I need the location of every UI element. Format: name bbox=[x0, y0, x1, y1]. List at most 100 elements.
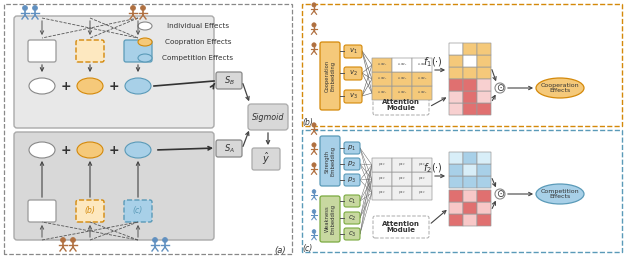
Ellipse shape bbox=[312, 209, 316, 213]
Text: $p_2$: $p_2$ bbox=[348, 159, 357, 168]
Ellipse shape bbox=[60, 238, 66, 243]
FancyBboxPatch shape bbox=[463, 103, 477, 115]
Text: (b): (b) bbox=[84, 206, 95, 215]
Ellipse shape bbox=[138, 54, 152, 62]
FancyBboxPatch shape bbox=[372, 58, 392, 72]
Ellipse shape bbox=[536, 184, 584, 204]
Ellipse shape bbox=[23, 5, 28, 11]
FancyBboxPatch shape bbox=[412, 172, 432, 186]
FancyBboxPatch shape bbox=[449, 103, 463, 115]
FancyBboxPatch shape bbox=[320, 42, 340, 110]
FancyBboxPatch shape bbox=[477, 190, 491, 202]
Text: Strength
Embedding: Strength Embedding bbox=[324, 146, 335, 176]
Text: $v_1$: $v_1$ bbox=[348, 46, 357, 56]
Text: (c): (c) bbox=[133, 206, 143, 215]
FancyBboxPatch shape bbox=[477, 103, 491, 115]
Ellipse shape bbox=[140, 5, 146, 11]
Text: $f_1(\cdot)$: $f_1(\cdot)$ bbox=[423, 55, 443, 69]
Text: $p⊙c$: $p⊙c$ bbox=[418, 189, 426, 197]
FancyBboxPatch shape bbox=[373, 95, 429, 115]
Ellipse shape bbox=[152, 238, 158, 243]
Text: +: + bbox=[60, 79, 71, 93]
FancyBboxPatch shape bbox=[216, 72, 242, 89]
FancyBboxPatch shape bbox=[392, 72, 412, 86]
Text: $v_2⊙v_2$: $v_2⊙v_2$ bbox=[397, 76, 408, 82]
FancyBboxPatch shape bbox=[124, 40, 152, 62]
Text: $\hat{y}$: $\hat{y}$ bbox=[262, 151, 270, 167]
FancyBboxPatch shape bbox=[392, 58, 412, 72]
FancyBboxPatch shape bbox=[477, 67, 491, 79]
FancyBboxPatch shape bbox=[477, 43, 491, 55]
Text: ⊙: ⊙ bbox=[496, 189, 504, 199]
FancyBboxPatch shape bbox=[412, 86, 432, 100]
FancyBboxPatch shape bbox=[14, 16, 214, 128]
FancyBboxPatch shape bbox=[392, 158, 412, 172]
FancyBboxPatch shape bbox=[28, 40, 56, 62]
Text: Competition Effects: Competition Effects bbox=[163, 55, 234, 61]
Ellipse shape bbox=[71, 238, 76, 243]
Ellipse shape bbox=[312, 143, 316, 147]
FancyBboxPatch shape bbox=[372, 72, 392, 86]
FancyBboxPatch shape bbox=[344, 142, 360, 154]
Ellipse shape bbox=[29, 142, 55, 158]
FancyBboxPatch shape bbox=[392, 186, 412, 200]
Ellipse shape bbox=[163, 238, 168, 243]
FancyBboxPatch shape bbox=[372, 186, 392, 200]
FancyBboxPatch shape bbox=[14, 132, 214, 240]
FancyBboxPatch shape bbox=[477, 91, 491, 103]
FancyBboxPatch shape bbox=[477, 164, 491, 176]
Ellipse shape bbox=[312, 190, 316, 194]
FancyBboxPatch shape bbox=[449, 164, 463, 176]
FancyBboxPatch shape bbox=[477, 152, 491, 164]
FancyBboxPatch shape bbox=[449, 79, 463, 91]
FancyBboxPatch shape bbox=[372, 158, 392, 172]
Text: $v_2$: $v_2$ bbox=[348, 68, 357, 78]
Text: $p⊙c$: $p⊙c$ bbox=[378, 175, 386, 182]
Text: $f_2(\cdot)$: $f_2(\cdot)$ bbox=[423, 161, 443, 175]
FancyBboxPatch shape bbox=[344, 174, 360, 186]
Text: Cooperation
Effects: Cooperation Effects bbox=[541, 83, 580, 93]
FancyBboxPatch shape bbox=[477, 55, 491, 67]
FancyBboxPatch shape bbox=[449, 190, 463, 202]
FancyBboxPatch shape bbox=[373, 216, 429, 238]
Text: $v_3$: $v_3$ bbox=[348, 91, 357, 101]
Ellipse shape bbox=[138, 38, 152, 46]
FancyBboxPatch shape bbox=[463, 190, 477, 202]
Text: $p⊙c$: $p⊙c$ bbox=[378, 189, 386, 197]
Text: Attention
Module: Attention Module bbox=[382, 99, 420, 111]
Text: $p⊙c$: $p⊙c$ bbox=[378, 162, 386, 168]
Text: $v_1⊙v_2$: $v_1⊙v_2$ bbox=[397, 90, 408, 96]
FancyBboxPatch shape bbox=[344, 45, 362, 58]
FancyBboxPatch shape bbox=[412, 158, 432, 172]
Text: (a): (a) bbox=[274, 246, 286, 254]
FancyBboxPatch shape bbox=[449, 91, 463, 103]
FancyBboxPatch shape bbox=[477, 202, 491, 214]
Ellipse shape bbox=[536, 78, 584, 98]
FancyBboxPatch shape bbox=[216, 140, 242, 157]
Text: $S_A$: $S_A$ bbox=[224, 143, 234, 155]
FancyBboxPatch shape bbox=[344, 67, 362, 80]
Text: Individual Effects: Individual Effects bbox=[167, 23, 229, 29]
FancyBboxPatch shape bbox=[344, 195, 360, 207]
Text: +: + bbox=[109, 143, 119, 157]
Text: $p⊙c$: $p⊙c$ bbox=[398, 175, 406, 182]
Text: $v_3⊙v_2$: $v_3⊙v_2$ bbox=[397, 62, 408, 68]
FancyBboxPatch shape bbox=[344, 212, 360, 224]
FancyBboxPatch shape bbox=[392, 172, 412, 186]
Text: (b): (b) bbox=[302, 117, 314, 126]
Text: $S_B$: $S_B$ bbox=[224, 75, 234, 87]
Text: $p⊙c$: $p⊙c$ bbox=[398, 189, 406, 197]
Text: Sigmoid: Sigmoid bbox=[252, 112, 284, 122]
Ellipse shape bbox=[312, 3, 316, 7]
FancyBboxPatch shape bbox=[76, 40, 104, 62]
Ellipse shape bbox=[312, 43, 316, 47]
FancyBboxPatch shape bbox=[463, 202, 477, 214]
Ellipse shape bbox=[312, 163, 316, 167]
FancyBboxPatch shape bbox=[449, 43, 463, 55]
FancyBboxPatch shape bbox=[372, 86, 392, 100]
Text: Cooperation
Embedding: Cooperation Embedding bbox=[324, 60, 335, 92]
Text: ⊙: ⊙ bbox=[496, 83, 504, 93]
Text: $p⊙c$: $p⊙c$ bbox=[418, 175, 426, 182]
FancyBboxPatch shape bbox=[412, 186, 432, 200]
FancyBboxPatch shape bbox=[449, 55, 463, 67]
